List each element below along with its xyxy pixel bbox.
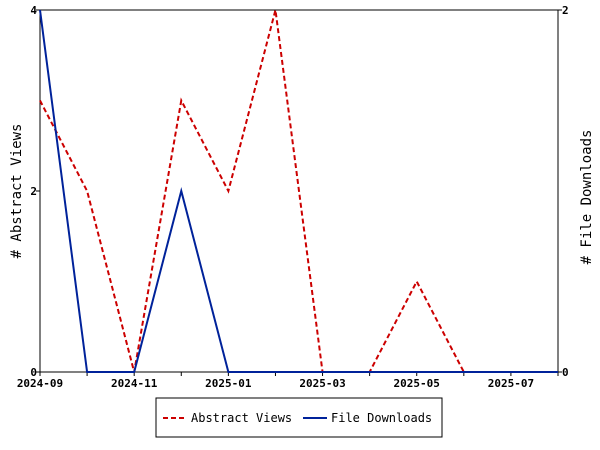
right-tick-label: 0 — [562, 366, 569, 379]
series-line-file-downloads — [39, 9, 558, 373]
left-tick-label: 0 — [30, 366, 37, 379]
x-tick-label: 2025-05 — [394, 377, 440, 390]
legend-label-abstract-views: Abstract Views — [191, 411, 292, 425]
left-axis-title: # Abstract Views — [9, 124, 25, 259]
right-axis-ticks: 02 — [558, 4, 569, 379]
left-tick-label: 4 — [30, 4, 37, 17]
legend: Abstract Views File Downloads — [155, 397, 443, 438]
x-tick-label: 2025-01 — [205, 377, 252, 390]
right-tick-label: 2 — [562, 4, 569, 17]
legend-label-file-downloads: File Downloads — [331, 411, 432, 425]
x-tick-label: 2024-11 — [111, 377, 158, 390]
x-tick-label: 2025-07 — [488, 377, 534, 390]
x-tick-label: 2025-03 — [299, 377, 345, 390]
legend-box — [155, 397, 443, 438]
series-layer — [39, 9, 558, 373]
left-tick-label: 2 — [30, 185, 37, 198]
right-axis-title: # File Downloads — [579, 130, 595, 265]
left-axis-ticks: 0 2 4 — [30, 4, 40, 379]
x-tick-label: 2024-09 — [17, 377, 63, 390]
series-line-abstract-views — [39, 9, 558, 373]
x-axis-ticks: 2024-09 2024-11 2025-01 2025-03 2025-05 2025-… — [17, 372, 559, 390]
